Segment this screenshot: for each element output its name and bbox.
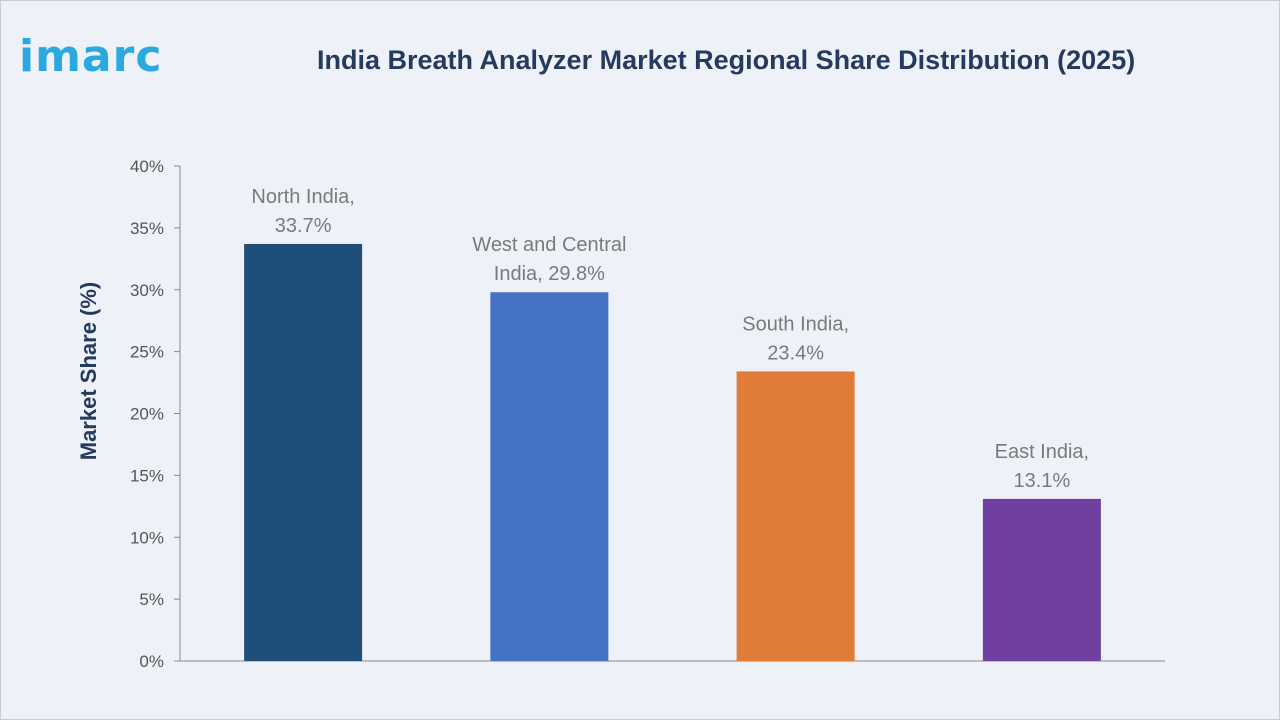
data-label: India, 29.8%	[494, 263, 605, 285]
chart-title: India Breath Analyzer Market Regional Sh…	[317, 45, 1136, 75]
bar-east-india	[982, 498, 1101, 661]
data-label: 13.1%	[1014, 470, 1071, 492]
bar-south-india	[736, 371, 855, 661]
y-tick-label: 30%	[130, 281, 164, 300]
imarc-logo: imarc	[19, 31, 163, 82]
data-label: West and Central	[472, 234, 626, 256]
y-tick-label: 40%	[130, 157, 164, 176]
data-label: East India,	[995, 441, 1090, 463]
y-tick-label: 25%	[130, 343, 164, 362]
data-label: North India,	[251, 186, 354, 208]
data-label: 23.4%	[767, 342, 824, 364]
data-label: 33.7%	[275, 215, 332, 237]
y-tick-label: 35%	[130, 219, 164, 238]
data-labels: North India, 33.7% West and Central India, …	[251, 186, 1089, 492]
y-tick-label: 15%	[130, 466, 164, 485]
y-axis-label: Market Share (%)	[76, 282, 101, 461]
y-tick-label: 10%	[130, 528, 164, 547]
y-tick-label: 20%	[130, 405, 164, 424]
data-label: South India,	[742, 313, 849, 335]
y-tick-label: 5%	[139, 590, 164, 609]
bar-west-and-central-india	[490, 292, 609, 661]
axes: 0% 5% 10% 15% 20% 25% 30% 35% 40%	[130, 157, 1165, 671]
bars	[244, 243, 1101, 661]
y-tick-label: 0%	[139, 652, 164, 671]
bar-north-india	[244, 243, 363, 661]
